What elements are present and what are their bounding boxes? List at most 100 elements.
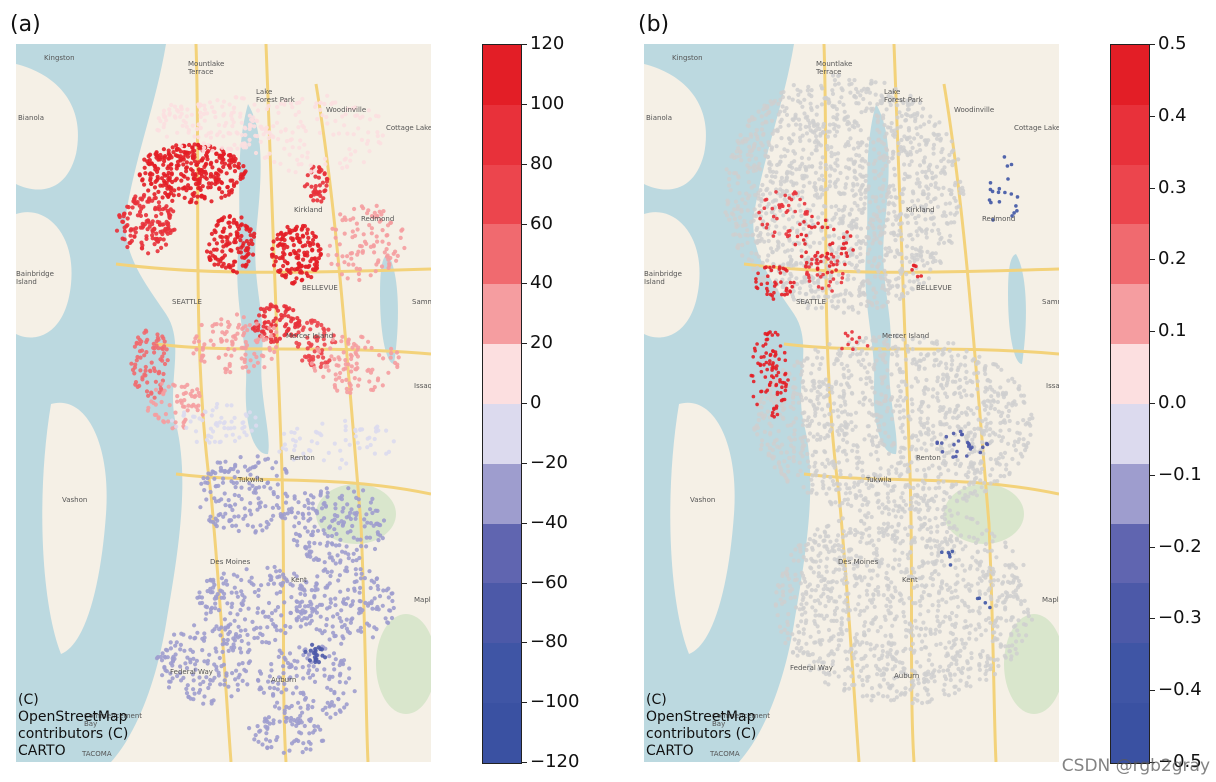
data-point [274,339,280,344]
data-point [146,188,151,193]
data-point [315,574,320,579]
data-point [350,599,355,604]
data-point [174,108,180,113]
data-point [263,457,268,462]
data-point [892,203,897,208]
data-point [175,394,180,399]
data-point [140,377,145,382]
data-point [358,427,363,432]
data-point [727,183,732,188]
data-point [793,416,799,421]
data-point [356,383,361,388]
data-point [814,112,819,117]
data-point [355,227,360,232]
data-point [307,731,312,736]
data-point [164,183,169,188]
data-point [181,162,186,167]
data-point [895,115,900,120]
data-point [241,325,246,330]
data-point [201,679,206,685]
data-point [833,211,839,216]
data-point [344,617,349,622]
data-point [193,429,199,434]
data-point [380,133,385,138]
data-point [240,141,245,146]
data-point [311,241,316,246]
data-point [327,654,332,659]
data-point [832,152,838,157]
data-point [867,101,873,106]
data-point [964,393,969,398]
data-point [774,144,779,149]
data-point [875,305,880,310]
data-point [147,196,152,201]
data-point [214,159,219,164]
data-point [921,189,926,194]
data-point [302,610,307,615]
data-point [221,99,227,104]
data-point [170,676,175,681]
data-point [736,146,741,151]
data-point [786,217,791,222]
data-point [315,587,320,592]
data-point [358,625,363,631]
data-point [953,180,958,185]
data-point [734,149,739,154]
data-point [283,98,288,103]
data-point [132,365,137,370]
data-point [227,102,232,107]
data-point [387,608,392,613]
data-point [803,164,808,170]
data-point [311,664,316,669]
data-point [246,259,251,264]
data-point [882,141,887,147]
data-point [312,524,317,529]
data-point [925,416,930,421]
data-point [922,122,927,127]
data-point [205,476,210,481]
data-point [232,585,237,590]
data-point [229,188,234,193]
data-point [776,460,782,465]
data-point [841,366,846,371]
data-point [799,155,804,160]
data-point [217,153,222,158]
data-point [263,614,268,619]
data-point [142,157,147,162]
data-point [857,207,862,212]
data-point [163,242,169,247]
data-point [221,571,226,576]
data-point [138,368,143,373]
data-point [264,737,269,742]
data-point [369,599,374,604]
data-point [297,264,302,270]
data-point [221,149,226,154]
data-point [924,142,929,147]
data-point [166,151,171,156]
map-panel-b[interactable]: Kingston Mountlake Terrace Lake Forest Park W… [644,44,1059,762]
data-point [138,213,143,218]
data-point [227,224,232,229]
data-point [221,421,226,426]
map-panel-a[interactable]: Kingston Mountlake Terrace Lake Forest Park W… [16,44,431,762]
data-point [188,635,193,640]
data-point [891,409,896,414]
data-point [243,126,248,131]
data-point [258,631,263,636]
data-point [865,251,870,256]
data-point [834,250,839,255]
data-point [229,604,234,610]
data-point [808,284,813,289]
data-point [738,234,743,239]
data-point [274,737,279,743]
data-point [760,192,766,197]
data-point [266,715,271,720]
data-point [915,233,920,238]
data-point [755,265,760,270]
data-point [882,80,887,85]
data-point [247,508,252,513]
data-point [263,504,268,509]
data-point [291,537,296,543]
data-point [239,120,244,125]
data-point [332,383,337,388]
